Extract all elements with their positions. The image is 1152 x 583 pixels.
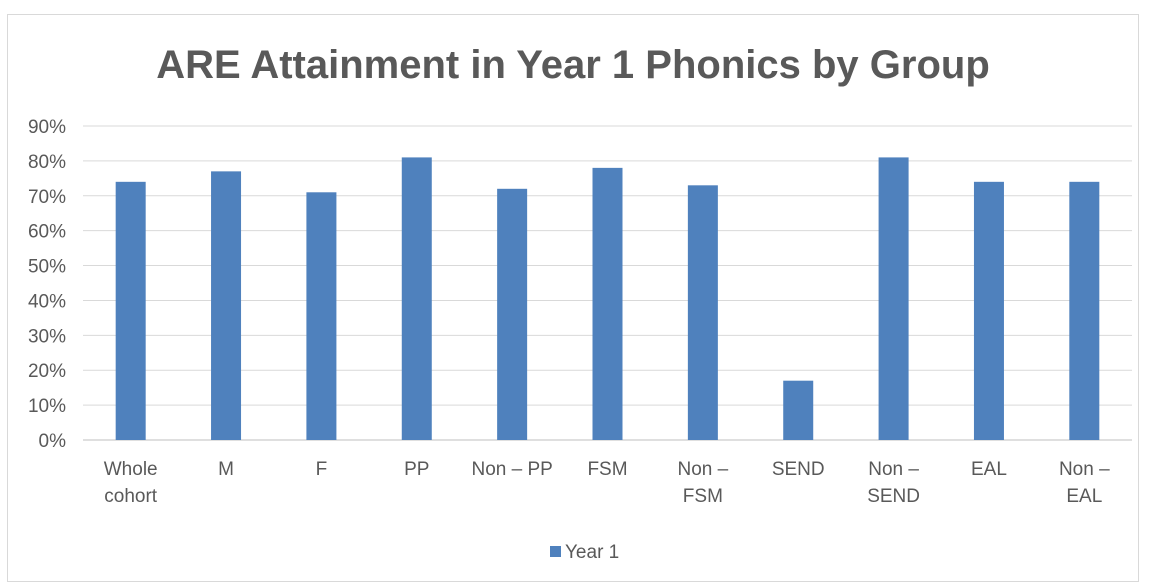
- x-tick-label: F: [316, 459, 328, 480]
- y-tick-label: 20%: [28, 361, 66, 382]
- x-tick-label: SEND: [867, 486, 920, 507]
- bar-chart: ARE Attainment in Year 1 Phonics by Grou…: [28, 43, 1132, 563]
- y-tick-label: 80%: [28, 152, 66, 173]
- x-tick-label: Non –: [678, 459, 729, 480]
- x-tick-label: EAL: [1066, 486, 1102, 507]
- x-tick-label: Whole: [104, 459, 158, 480]
- bar: [497, 188, 528, 440]
- y-tick-label: 30%: [28, 326, 66, 347]
- bar: [783, 380, 814, 440]
- legend-label: Year 1: [565, 542, 619, 563]
- bar: [115, 181, 146, 441]
- x-tick-label: FSM: [587, 459, 627, 480]
- x-tick-label: Non –: [868, 459, 919, 480]
- x-axis-tick-labels: Whole cohort M F PP Non – PP FSM Non – FSM SEND No…: [104, 459, 1110, 507]
- chart-title: ARE Attainment in Year 1 Phonics by Grou…: [156, 43, 990, 87]
- y-tick-label: 70%: [28, 187, 66, 208]
- bars: [115, 157, 1100, 441]
- x-tick-label: PP: [404, 459, 429, 480]
- bar: [211, 171, 242, 440]
- y-tick-label: 0%: [39, 431, 67, 452]
- y-tick-label: 40%: [28, 291, 66, 312]
- x-tick-label: EAL: [971, 459, 1007, 480]
- y-tick-label: 90%: [28, 117, 66, 138]
- y-axis-tick-labels: 0% 10% 20% 30% 40% 50% 60% 70% 80% 90%: [28, 117, 66, 452]
- bar: [687, 185, 718, 440]
- legend-swatch: [550, 546, 561, 557]
- x-tick-label: M: [218, 459, 234, 480]
- bar: [401, 157, 432, 440]
- x-tick-label: cohort: [104, 486, 158, 507]
- x-tick-label: SEND: [772, 459, 825, 480]
- y-tick-label: 50%: [28, 257, 66, 278]
- bar: [1069, 181, 1100, 441]
- x-tick-label: FSM: [683, 486, 723, 507]
- bar: [878, 157, 909, 440]
- chart-area: ARE Attainment in Year 1 Phonics by Grou…: [7, 14, 1139, 582]
- bar: [592, 167, 623, 440]
- y-tick-label: 60%: [28, 222, 66, 243]
- y-tick-label: 10%: [28, 396, 66, 417]
- x-tick-label: Non – PP: [471, 459, 552, 480]
- legend: Year 1: [550, 542, 619, 563]
- bar: [306, 192, 337, 440]
- bar: [973, 181, 1004, 441]
- x-tick-label: Non –: [1059, 459, 1110, 480]
